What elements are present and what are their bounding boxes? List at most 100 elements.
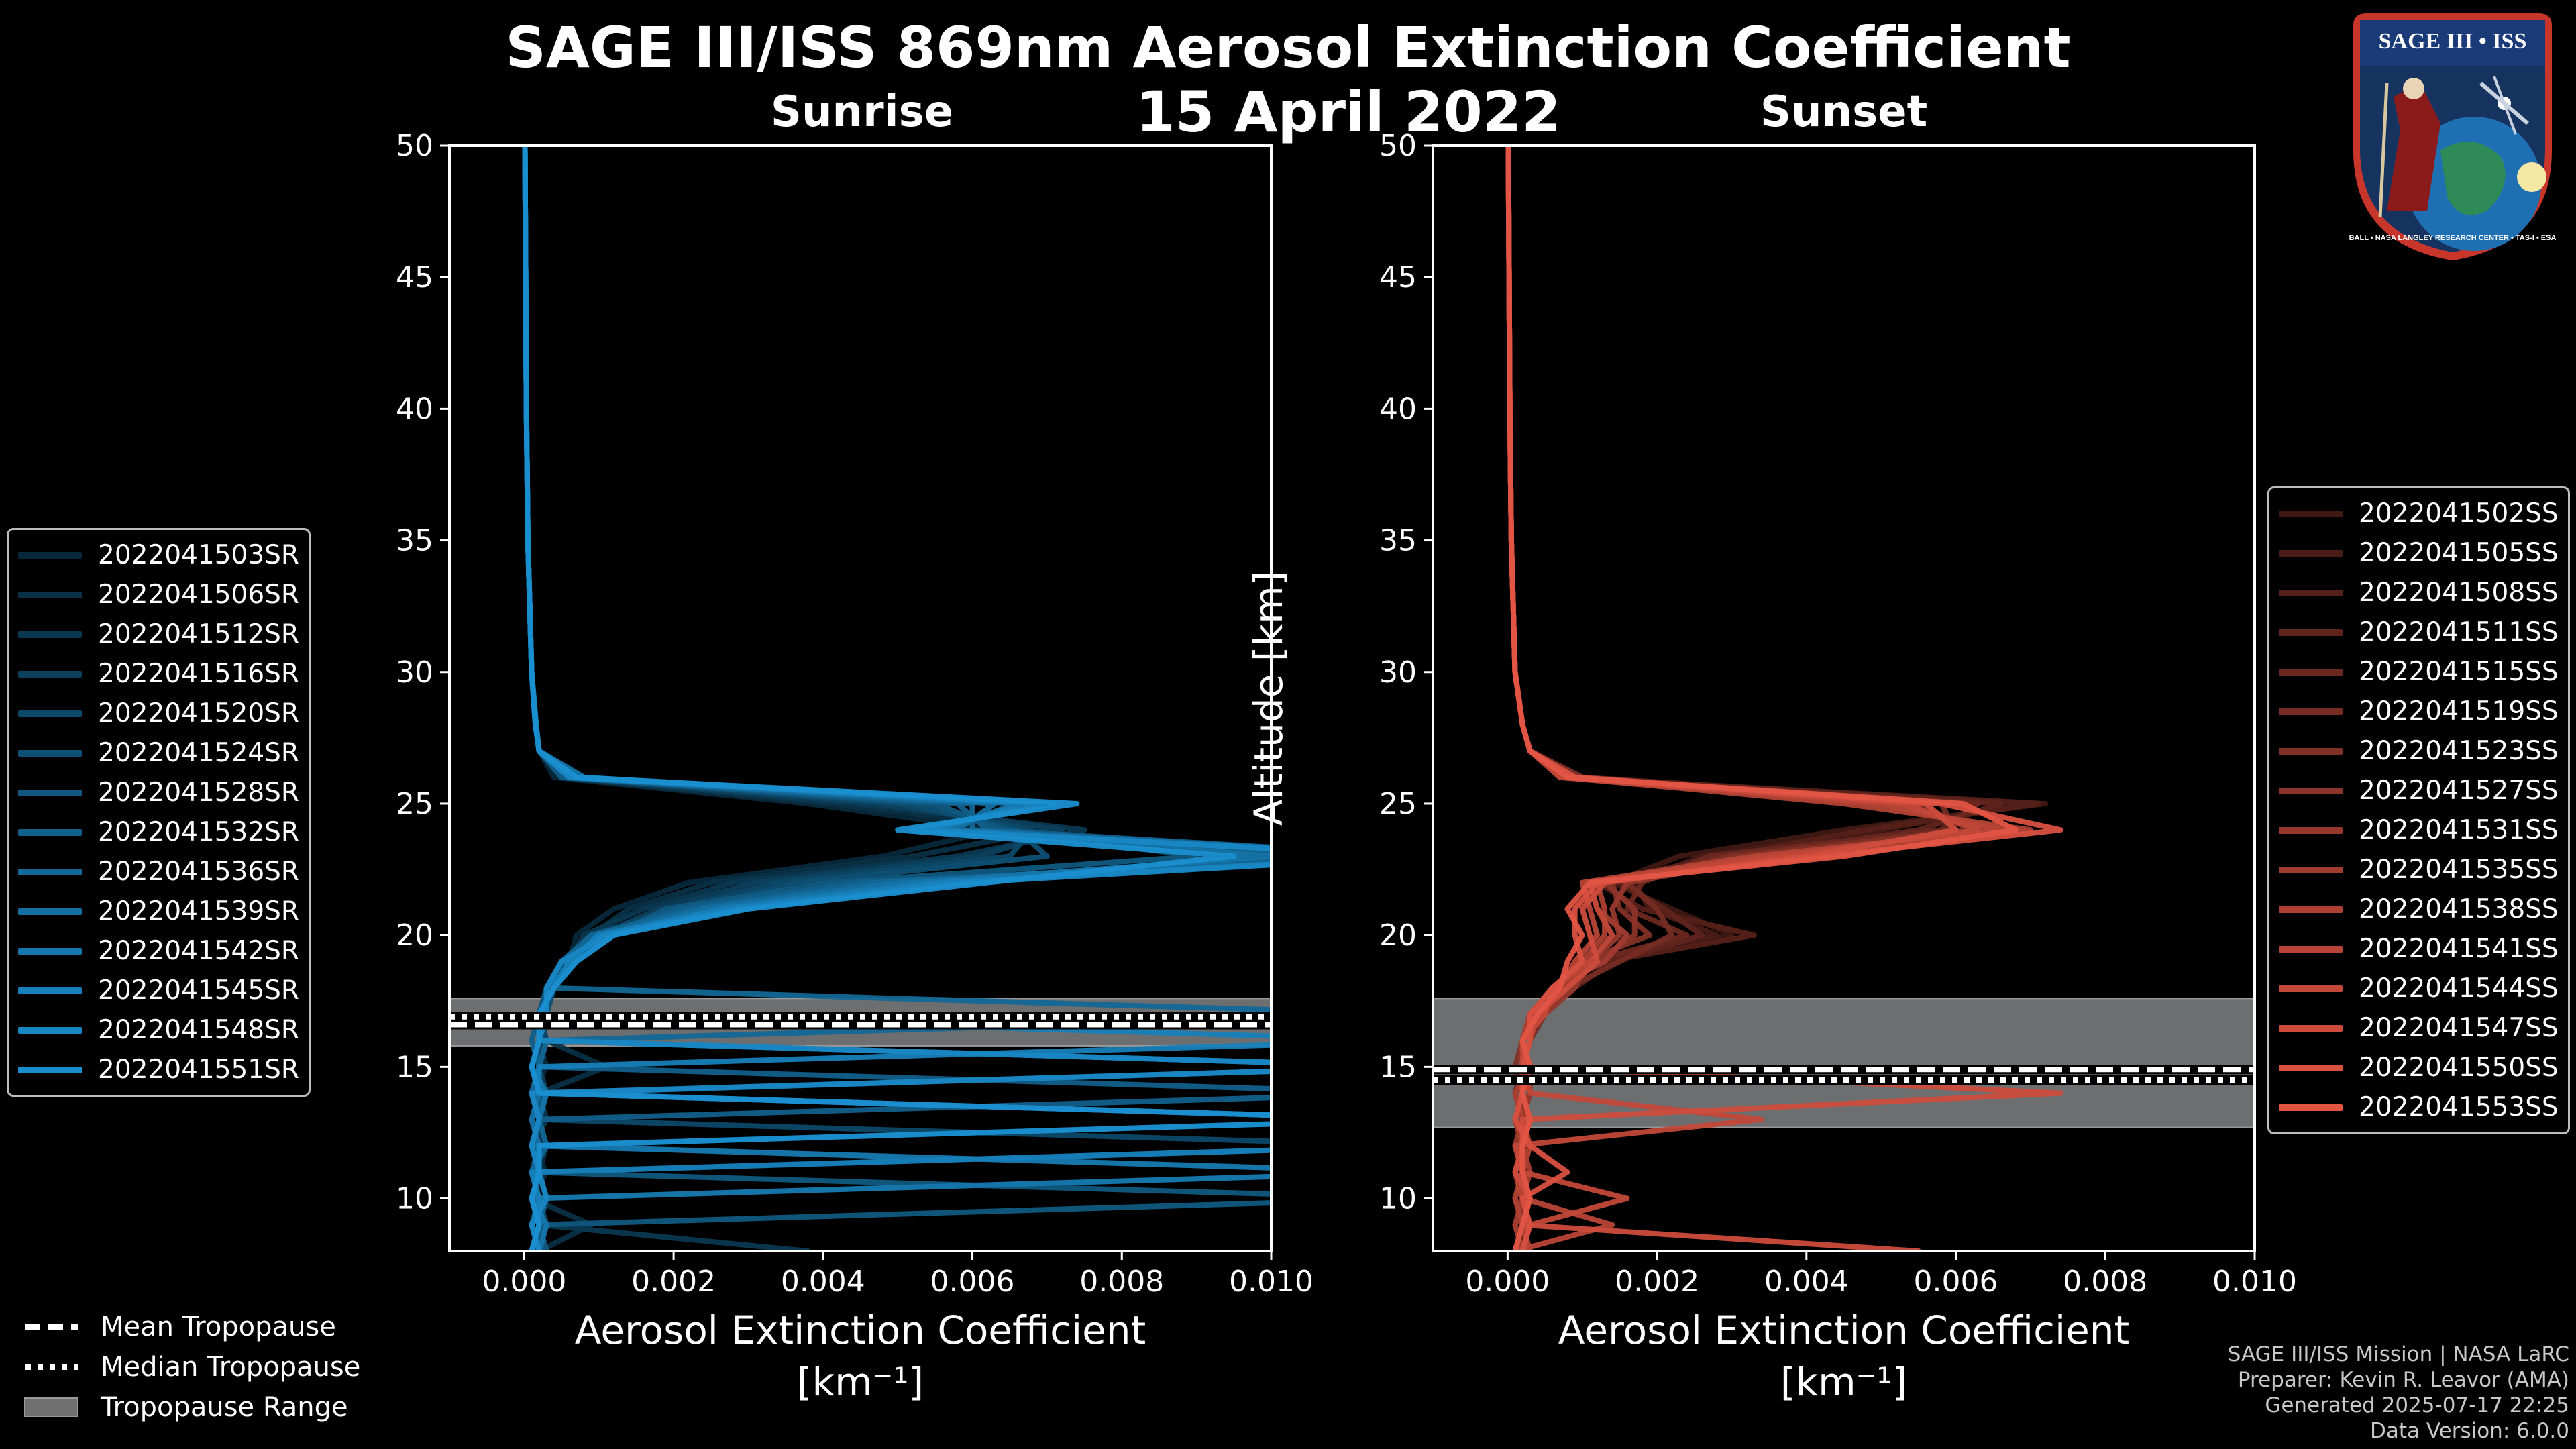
sunrise-axes-frame: [448, 144, 1273, 1252]
x-axis-unit: [km⁻¹]: [1780, 1359, 1907, 1405]
legend-entry: 2022041532SR: [18, 812, 299, 852]
legend-entry: 2022041545SR: [18, 971, 299, 1010]
legend-label: 2022041511SS: [2359, 617, 2559, 647]
legend-entry: 2022041524SR: [18, 733, 299, 773]
legend-swatch: [18, 591, 82, 598]
x-tick-label: 0.008: [2063, 1265, 2147, 1299]
legend-entry: 2022041523SS: [2279, 731, 2559, 771]
y-tick-label: 45: [1379, 260, 1417, 294]
y-tick-label: 35: [1379, 524, 1417, 558]
legend-label: 2022041523SS: [2359, 736, 2559, 766]
legend-label: 2022041508SS: [2359, 578, 2559, 608]
x-tick-label: 0.010: [1229, 1265, 1313, 1299]
legend-swatch: [2279, 985, 2343, 992]
legend-label: 2022041541SS: [2359, 934, 2559, 964]
legend-entry: 2022041512SR: [18, 614, 299, 654]
legend-swatch: [18, 789, 82, 796]
legend-label: 2022041520SR: [98, 698, 299, 729]
sunrise-legend: 2022041503SR 2022041506SR 2022041512SR 2022…: [7, 528, 311, 1097]
y-tick-label: 20: [396, 918, 433, 953]
legend-entry: 2022041519SS: [2279, 692, 2559, 731]
legend-swatch: [2279, 1064, 2343, 1071]
legend-entry: 2022041502SS: [2279, 494, 2559, 533]
legend-label: 2022041528SR: [98, 777, 299, 808]
sunset-subtitle: Sunset: [1760, 87, 1928, 137]
legend-mean-tropopause: Mean Tropopause: [24, 1307, 360, 1347]
y-tick-label: 40: [1379, 392, 1417, 426]
logo-text: SAGE III • ISS: [2379, 29, 2527, 54]
legend-median-tropopause: Median Tropopause: [24, 1347, 360, 1387]
legend-label: 2022041516SR: [98, 659, 299, 689]
sunset-axes-frame: [1432, 144, 2256, 1252]
x-tick-label: 0.010: [2212, 1265, 2297, 1299]
legend-label: 2022041531SS: [2359, 815, 2559, 845]
y-tick-label: 45: [396, 260, 433, 294]
legend-swatch: [2279, 668, 2343, 676]
sunset-panel: 10 15 20 25 30 35 40 45 50 0.000 0.002 0.004 0.006 0.…: [1246, 129, 2297, 1405]
legend-label: 2022041550SS: [2359, 1053, 2559, 1083]
legend-swatch: [18, 947, 82, 955]
legend-label: 2022041538SS: [2359, 894, 2559, 924]
legend-label: 2022041502SS: [2359, 498, 2559, 529]
legend-label: 2022041532SR: [98, 817, 299, 847]
footer-credits: SAGE III/ISS Mission | NASA LaRC Prepare…: [2228, 1342, 2569, 1444]
legend-swatch: [18, 868, 82, 875]
sage-mission-logo: SAGE III • ISS BALL • NASA LANGLEY RESEA…: [2349, 13, 2557, 260]
logo-ring-text: BALL • NASA LANGLEY RESEARCH CENTER • TA…: [2349, 234, 2557, 242]
y-tick-label: 35: [396, 524, 433, 558]
legend-entry: 2022041538SS: [2279, 890, 2559, 929]
legend-label: 2022041506SR: [98, 580, 299, 610]
legend-entry: 2022041544SS: [2279, 969, 2559, 1008]
x-tick-label: 0.004: [781, 1265, 865, 1299]
legend-entry: 2022041548SR: [18, 1010, 299, 1050]
legend-swatch: [2279, 510, 2343, 517]
legend-swatch: [2279, 787, 2343, 794]
legend-entry: 2022041535SS: [2279, 850, 2559, 890]
legend-swatch: [2279, 945, 2343, 953]
legend-label: 2022041547SS: [2359, 1013, 2559, 1043]
legend-entry: 2022041547SS: [2279, 1008, 2559, 1048]
legend-entry: 2022041503SR: [18, 535, 299, 575]
x-axis-label: Aerosol Extinction Coefficient: [1558, 1307, 2130, 1353]
legend-entry: 2022041531SS: [2279, 810, 2559, 850]
y-tick-label: 15: [1379, 1050, 1417, 1084]
y-tick-label: 40: [396, 392, 433, 426]
sunset-profiles: [1505, 146, 2063, 1251]
legend-swatch: [2279, 589, 2343, 596]
y-tick-label: 10: [1379, 1182, 1417, 1216]
legend-entry: 2022041541SS: [2279, 929, 2559, 969]
legend-swatch: [18, 710, 82, 717]
y-tick-label: 50: [396, 129, 433, 163]
y-tick-label: 25: [396, 787, 433, 821]
x-tick-label: 0.006: [1914, 1265, 1998, 1299]
legend-swatch: [2279, 629, 2343, 636]
y-tick-label: 10: [396, 1182, 433, 1216]
x-tick-label: 0.008: [1079, 1265, 1164, 1299]
legend-swatch: [18, 828, 82, 836]
legend-entry: 2022041539SR: [18, 892, 299, 931]
legend-entry: 2022041536SR: [18, 852, 299, 892]
x-tick-label: 0.002: [1615, 1265, 1699, 1299]
legend-swatch: [18, 551, 82, 559]
legend-label: 2022041548SR: [98, 1015, 299, 1045]
legend-entry: 2022041508SS: [2279, 573, 2559, 612]
mean-tropopause-label: Mean Tropopause: [101, 1311, 336, 1342]
legend-label: 2022041542SR: [98, 936, 299, 966]
legend-swatch: [18, 749, 82, 757]
legend-swatch: [2279, 1024, 2343, 1032]
sunrise-profiles: [522, 146, 1271, 1251]
legend-label: 2022041536SR: [98, 857, 299, 887]
legend-entry: 2022041550SS: [2279, 1048, 2559, 1087]
legend-label: 2022041544SS: [2359, 973, 2559, 1004]
legend-entry: 2022041516SR: [18, 654, 299, 694]
x-axis-label: Aerosol Extinction Coefficient: [575, 1307, 1146, 1353]
legend-swatch: [18, 1026, 82, 1034]
sunrise-panel: 10 15 20 25 30 35 40 45 50 0.000 0.002 0.004 0.006 0.…: [262, 129, 1313, 1405]
legend-entry: 2022041506SR: [18, 575, 299, 614]
y-tick-label: 15: [396, 1050, 433, 1084]
legend-swatch: [2279, 906, 2343, 913]
legend-swatch: [18, 987, 82, 994]
x-tick-label: 0.004: [1764, 1265, 1849, 1299]
legend-entry: 2022041553SS: [2279, 1087, 2559, 1127]
y-tick-label: 50: [1379, 129, 1417, 163]
